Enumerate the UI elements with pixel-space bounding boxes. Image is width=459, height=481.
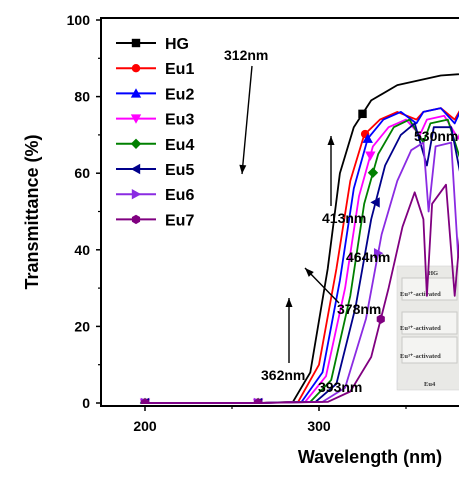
photo-label: Eu³⁺-activated [400, 353, 441, 360]
legend-marker [130, 114, 142, 124]
series-line-eu5 [145, 122, 459, 404]
y-tick-label: 60 [74, 165, 90, 181]
legend-label: Eu6 [165, 187, 194, 204]
legend-label: Eu3 [165, 112, 194, 129]
y-axis-label: Transmittance (%) [22, 134, 42, 289]
legend-label: Eu7 [165, 212, 194, 229]
y-tick-label: 0 [82, 395, 90, 411]
data-point-eu6 [373, 248, 384, 259]
legend-marker [131, 63, 141, 73]
series-eu7 [140, 183, 459, 404]
legend-marker [130, 138, 142, 149]
photo-label: Eu³⁺-activated [400, 325, 441, 332]
annotation-312nm: 312nm [224, 47, 268, 175]
legend-marker [130, 88, 142, 98]
legend-item-eu1: Eu1 [116, 61, 194, 78]
legend-label: Eu2 [165, 86, 194, 103]
photo-label: Eu³⁺-activated [400, 291, 441, 298]
annotation-362nm: 362nm [261, 298, 305, 383]
inset-photo: HG Eu³⁺-activated Eu³⁺-activated Eu³⁺-activ… [396, 265, 459, 391]
y-tick-label: 40 [74, 242, 90, 258]
annotation-378nm: 378nm [304, 267, 381, 317]
data-point-eu3 [365, 151, 376, 161]
data-point-eu7 [140, 398, 150, 404]
glass-sample [401, 277, 458, 301]
annotation-arrowhead [327, 136, 335, 145]
data-point-eu7 [254, 398, 263, 404]
data-point-eu2 [362, 133, 373, 143]
annotation-arrowhead [305, 268, 314, 277]
series-layer [139, 73, 459, 404]
legend-marker [130, 163, 141, 175]
data-point-hg [358, 109, 367, 119]
legend-label: Eu1 [165, 61, 194, 78]
y-tick-label: 80 [74, 89, 90, 105]
legend-label: Eu4 [165, 137, 194, 154]
data-point-eu5 [370, 197, 380, 208]
x-tick-label: 200 [133, 418, 157, 434]
legend-item-eu2: Eu2 [116, 86, 194, 103]
data-point-eu7 [376, 314, 385, 324]
series-line-eu7 [145, 183, 459, 404]
annotation-530nm: 530nm [414, 128, 458, 144]
annotations: 312nm 413nm 464nm 530nm 378nm 362nm 393nm [224, 47, 458, 395]
legend-marker [131, 189, 142, 200]
annotation-label: 393nm [318, 379, 362, 395]
annotation-label: 464nm [346, 249, 390, 265]
legend-marker [131, 38, 141, 48]
legend-item-eu6: Eu6 [116, 187, 194, 204]
photo-label: HG [428, 270, 438, 277]
annotation-arrowhead [239, 164, 247, 174]
x-axis-label: Wavelength (nm) [298, 447, 442, 467]
annotation-label: 312nm [224, 47, 268, 63]
legend-item-hg: HG [116, 36, 189, 53]
legend-item-eu4: Eu4 [116, 137, 194, 154]
glass-sample [401, 311, 458, 335]
annotation-arrow-line [241, 65, 253, 175]
annotation-393nm: 393nm [318, 379, 362, 395]
legend-marker [131, 214, 141, 225]
legend-item-eu7: Eu7 [116, 212, 194, 229]
y-tick-label: 100 [67, 12, 91, 28]
annotation-413nm: 413nm [322, 136, 366, 226]
series-line-eu6 [145, 141, 459, 404]
legend-item-eu3: Eu3 [116, 112, 194, 129]
series-line-eu4 [145, 118, 459, 404]
data-point-eu4 [367, 167, 379, 178]
annotation-label: 413nm [322, 210, 366, 226]
annotation-label: 378nm [337, 301, 381, 317]
annotation-label: 362nm [261, 367, 305, 383]
annotation-arrowhead [285, 298, 293, 307]
series-line-eu2 [145, 107, 459, 404]
legend-label: Eu5 [165, 162, 194, 179]
series-line-eu3 [145, 114, 459, 404]
legend-item-eu5: Eu5 [116, 162, 194, 179]
glass-sample [401, 336, 458, 364]
annotation-464nm: 464nm [346, 249, 390, 265]
annotation-label: 530nm [414, 128, 458, 144]
y-tick-label: 20 [74, 318, 90, 334]
x-tick-label: 300 [307, 418, 331, 434]
axis-ticks: 200300400500020406080100 [67, 12, 407, 434]
photo-label: Eu4 [424, 381, 436, 388]
legend: HG Eu1 Eu2 Eu3 Eu4 Eu5 Eu6 Eu7 [116, 36, 194, 229]
legend-label: HG [165, 36, 189, 53]
